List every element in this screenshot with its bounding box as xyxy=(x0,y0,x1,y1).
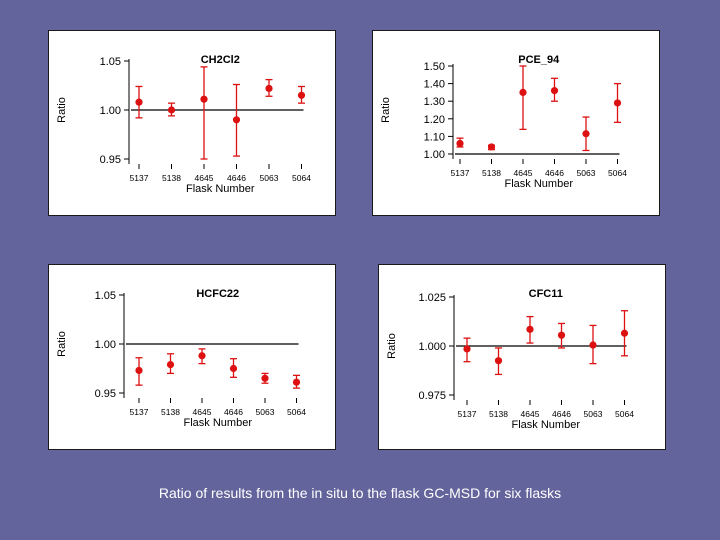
x-tick-label: 4645 xyxy=(195,173,214,183)
x-tick-label: 5137 xyxy=(130,407,149,417)
data-point xyxy=(463,345,471,353)
x-tick-label: 4646 xyxy=(545,168,564,178)
x-tick-label: 5064 xyxy=(287,407,306,417)
x-tick-label: 4646 xyxy=(224,407,243,417)
data-point xyxy=(589,341,597,349)
x-axis-label: Flask Number xyxy=(505,178,574,190)
data-point xyxy=(297,91,306,99)
slide-caption: Ratio of results from the in situ to the… xyxy=(158,485,562,501)
x-axis-label: Flask Number xyxy=(512,419,581,431)
data-point xyxy=(292,378,301,386)
data-point xyxy=(487,143,496,151)
x-tick-label: 5063 xyxy=(260,173,279,183)
data-point xyxy=(232,116,241,124)
data-point xyxy=(166,360,175,369)
data-point xyxy=(557,331,566,339)
x-tick-label: 5138 xyxy=(482,168,501,178)
data-point xyxy=(265,84,273,93)
x-tick-label: 5138 xyxy=(162,173,181,183)
y-tick-label: 0.975 xyxy=(418,390,446,402)
chart-title: PCE_94 xyxy=(518,54,560,66)
data-point xyxy=(519,88,527,96)
y-tick-label: 1.10 xyxy=(424,131,445,143)
x-tick-label: 5137 xyxy=(451,168,470,178)
y-tick-label: 1.00 xyxy=(100,105,121,117)
chart-svg-cfc11: CFC11 0.975 1.000 1.025 5137 5138 4645 4646 5063… xyxy=(386,288,634,431)
data-point xyxy=(550,87,559,95)
y-tick-label: 1.025 xyxy=(418,292,446,304)
y-tick-label: 1.00 xyxy=(95,339,116,351)
x-tick-label: 4646 xyxy=(552,409,571,419)
x-tick-label: 5064 xyxy=(608,168,627,178)
data-point xyxy=(526,325,534,333)
chart-title: HCFC22 xyxy=(196,288,239,300)
y-tick-label: 1.30 xyxy=(424,96,445,108)
data-point xyxy=(200,95,208,103)
y-tick-label: 1.40 xyxy=(424,79,445,91)
y-axis-label: Ratio xyxy=(380,97,392,123)
chart-svg-ch2cl2: CH2Cl2 0.95 1.00 1.05 5137 5138 4645 4646 5063 50… xyxy=(56,54,311,195)
x-tick-label: 4645 xyxy=(514,168,533,178)
chart-panel-ch2cl2: CH2Cl2 0.95 1.00 1.05 5137 5138 4645 4646 5063 50… xyxy=(48,30,336,216)
chart-panel-pce94: PCE_94 1.00 1.10 1.20 1.30 1.40 1.50 5137 5138 46… xyxy=(372,30,660,216)
y-tick-label: 0.95 xyxy=(95,388,116,400)
data-point xyxy=(135,366,143,375)
chart-title: CFC11 xyxy=(529,288,563,300)
y-tick-label: 1.05 xyxy=(100,56,121,68)
data-point xyxy=(229,364,238,373)
x-tick-label: 5064 xyxy=(292,173,311,183)
x-tick-label: 5137 xyxy=(458,409,477,419)
x-tick-label: 5138 xyxy=(489,409,508,419)
x-axis-label: Flask Number xyxy=(184,417,253,429)
chart-title: CH2Cl2 xyxy=(201,54,240,66)
y-tick-label: 1.20 xyxy=(424,114,445,126)
x-tick-label: 5063 xyxy=(584,409,603,419)
data-point xyxy=(613,99,622,107)
x-tick-label: 4646 xyxy=(227,173,246,183)
y-tick-label: 0.95 xyxy=(100,154,121,166)
chart-panel-cfc11: CFC11 0.975 1.000 1.025 5137 5138 4645 4646 5063… xyxy=(378,264,666,450)
data-point xyxy=(261,374,269,382)
data-point xyxy=(582,130,590,138)
x-tick-label: 5064 xyxy=(615,409,634,419)
data-point xyxy=(456,139,464,148)
x-tick-label: 5138 xyxy=(161,407,180,417)
data-point xyxy=(135,98,143,106)
x-tick-label: 5063 xyxy=(577,168,596,178)
chart-panel-hcfc22: HCFC22 0.95 1.00 1.05 5137 5138 4645 4646 5063 50… xyxy=(48,264,336,450)
chart-svg-hcfc22: HCFC22 0.95 1.00 1.05 5137 5138 4645 4646 5063 50… xyxy=(56,288,306,429)
y-axis-label: Ratio xyxy=(386,333,398,359)
x-tick-label: 5063 xyxy=(256,407,275,417)
x-axis-label: Flask Number xyxy=(186,183,255,195)
y-tick-label: 1.50 xyxy=(424,61,445,73)
x-tick-label: 4645 xyxy=(193,407,212,417)
data-point xyxy=(167,106,176,114)
data-point xyxy=(198,352,206,360)
y-tick-label: 1.00 xyxy=(424,149,445,161)
x-tick-label: 4645 xyxy=(521,409,540,419)
chart-svg-pce94: PCE_94 1.00 1.10 1.20 1.30 1.40 1.50 5137 5138 46… xyxy=(380,54,627,190)
y-axis-label: Ratio xyxy=(56,331,68,357)
data-point xyxy=(494,357,503,365)
y-tick-label: 1.000 xyxy=(418,341,446,353)
y-axis-label: Ratio xyxy=(56,97,68,123)
data-point xyxy=(620,329,629,337)
x-tick-label: 5137 xyxy=(130,173,149,183)
y-tick-label: 1.05 xyxy=(95,290,116,302)
